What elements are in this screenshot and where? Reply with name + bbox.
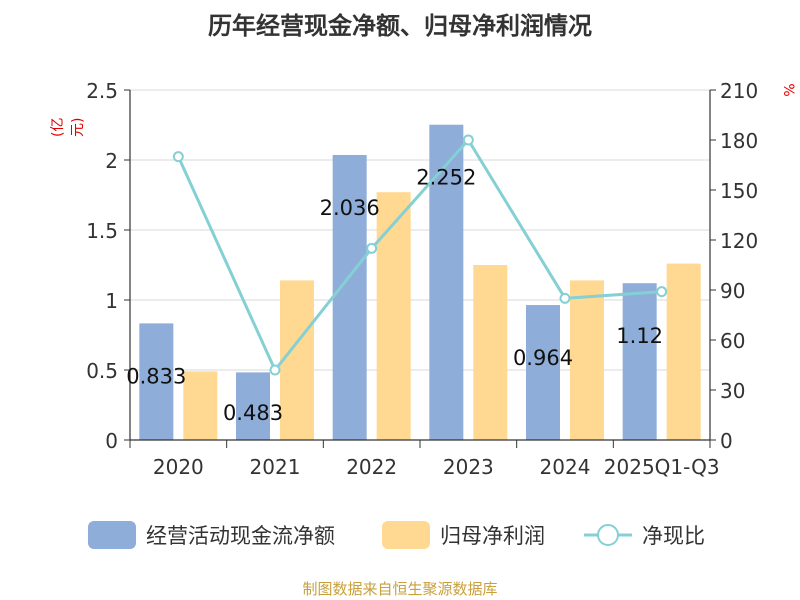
grid bbox=[130, 89, 710, 371]
bar-cashflow bbox=[332, 154, 367, 440]
x-axis-tick-label: 2022 bbox=[346, 455, 397, 479]
left-axis-tick-label: 0.5 bbox=[86, 359, 118, 383]
data-label: 1.12 bbox=[616, 324, 663, 348]
bar-cashflow bbox=[526, 305, 560, 440]
chart-title: 历年经营现金净额、归母净利润情况 bbox=[208, 12, 592, 40]
right-axis-tick-label: 180 bbox=[720, 129, 758, 153]
bar-net-profit bbox=[473, 265, 508, 440]
data-labels: 0.833 0.483 2.036 2.252 0.964 1.12 bbox=[126, 166, 663, 425]
right-axis-tick-label: 0 bbox=[720, 429, 733, 453]
x-axis-tick-label: 2025Q1-Q3 bbox=[604, 455, 720, 479]
right-axis-tick-label: 30 bbox=[720, 379, 745, 403]
right-axis-tick-label: 60 bbox=[720, 329, 745, 353]
right-axis-tick-label: 210 bbox=[720, 79, 758, 103]
source-note: 制图数据来自恒生聚源数据库 bbox=[302, 580, 498, 598]
bar-net-profit bbox=[666, 263, 701, 440]
left-axis-tick-label: 2.5 bbox=[86, 79, 118, 103]
right-axis-tick-label: 90 bbox=[720, 279, 745, 303]
bar-net-profit bbox=[280, 280, 314, 440]
ratio-point bbox=[462, 134, 474, 146]
data-label: 0.483 bbox=[223, 401, 283, 425]
left-axis-tick-label: 1 bbox=[105, 289, 118, 313]
ratio-line-path bbox=[176, 137, 662, 373]
axes: 0 0.5 1 1.5 2 2.5 0 30 60 90 120 150 180 210 2020 2021 2… bbox=[86, 79, 758, 479]
bar-net-profit bbox=[183, 371, 218, 440]
bar-cashflow bbox=[139, 323, 174, 440]
ratio-point bbox=[172, 151, 184, 163]
data-label: 0.964 bbox=[513, 346, 573, 370]
left-axis-tick-label: 0 bbox=[105, 429, 118, 453]
x-axis-tick-label: 2023 bbox=[443, 455, 494, 479]
legend: 经营活动现金流净额 归母净利润 净现比 bbox=[88, 521, 705, 549]
bars bbox=[139, 124, 701, 440]
bar-cashflow bbox=[236, 372, 270, 440]
legend-label-ratio: 净现比 bbox=[642, 524, 705, 548]
legend-swatch-cashflow bbox=[88, 521, 136, 549]
x-axis-tick-label: 2020 bbox=[153, 455, 204, 479]
ratio-point bbox=[656, 286, 668, 298]
bar-net-profit bbox=[570, 280, 604, 440]
left-axis-tick-label: 2 bbox=[105, 149, 118, 173]
left-axis-tick-label: 1.5 bbox=[86, 219, 118, 243]
ratio-line bbox=[172, 134, 668, 376]
x-axis-tick-label: 2021 bbox=[250, 455, 301, 479]
data-label: 2.252 bbox=[416, 166, 476, 190]
ratio-point bbox=[269, 364, 281, 376]
ratio-point bbox=[366, 242, 378, 254]
legend-swatch-ratio-marker bbox=[597, 524, 619, 546]
right-axis-tick-label: 150 bbox=[720, 179, 758, 203]
legend-label-cashflow: 经营活动现金流净额 bbox=[146, 524, 335, 548]
right-axis-tick-label: 120 bbox=[720, 229, 758, 253]
bar-net-profit bbox=[376, 192, 411, 440]
bar-cashflow bbox=[622, 283, 657, 440]
data-label: 0.833 bbox=[126, 364, 186, 388]
legend-swatch-net-profit bbox=[382, 521, 430, 549]
x-axis-tick-label: 2024 bbox=[540, 455, 591, 479]
data-label: 2.036 bbox=[320, 196, 380, 220]
ratio-point bbox=[559, 292, 571, 304]
legend-label-net-profit: 归母净利润 bbox=[440, 524, 545, 548]
